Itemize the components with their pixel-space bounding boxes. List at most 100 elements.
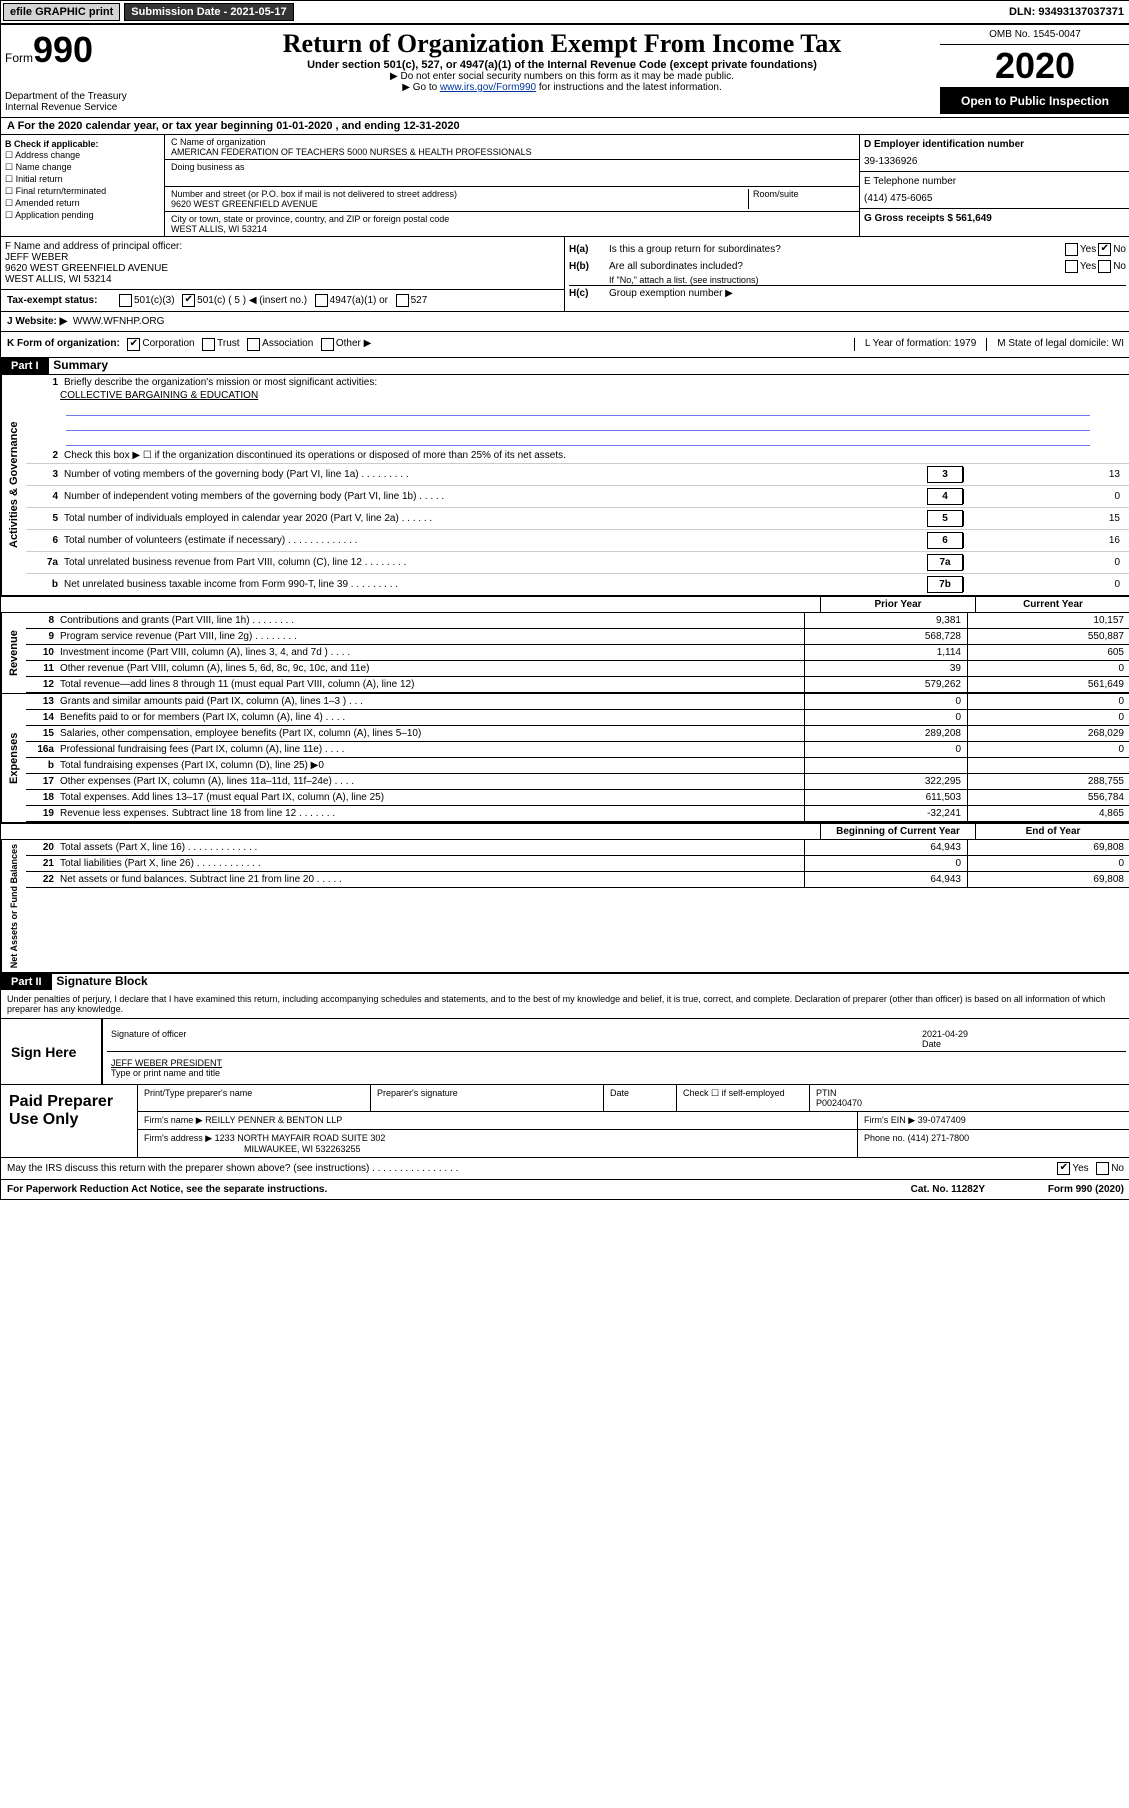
chk-address[interactable]: ☐ Address change <box>5 150 160 161</box>
phone-label: E Telephone number <box>864 176 1126 187</box>
info-grid: B Check if applicable: ☐ Address change … <box>1 135 1129 237</box>
col-c: C Name of organizationAMERICAN FEDERATIO… <box>165 135 860 236</box>
officer-f-label: F Name and address of principal officer: <box>5 241 560 252</box>
chk-trust[interactable] <box>202 338 215 351</box>
line-11-prior: 39 <box>804 661 967 676</box>
chk-amended[interactable]: ☐ Amended return <box>5 198 160 209</box>
chk-4947[interactable] <box>315 294 328 307</box>
ptin-label: PTIN <box>816 1088 837 1098</box>
current-year-hdr: Current Year <box>975 597 1129 612</box>
activities-gov-label: Activities & Governance <box>1 375 26 595</box>
header: Form990 Department of the Treasury Inter… <box>1 25 1129 118</box>
chk-corp[interactable] <box>127 338 140 351</box>
revenue-label: Revenue <box>1 613 26 693</box>
signer-name-label: Type or print name and title <box>111 1068 220 1078</box>
sig-officer-label: Signature of officer <box>111 1029 922 1049</box>
gross-receipts: G Gross receipts $ 561,649 <box>860 209 1129 228</box>
line-6-val: 16 <box>963 533 1126 548</box>
line-21-text: Total liabilities (Part X, line 26) . . … <box>60 856 804 871</box>
year-formation: L Year of formation: 1979 <box>854 338 986 351</box>
line-13-text: Grants and similar amounts paid (Part IX… <box>60 694 804 709</box>
chk-527[interactable] <box>396 294 409 307</box>
h-a-label: H(a) <box>569 244 609 255</box>
line-11-current: 0 <box>967 661 1129 676</box>
expenses-label: Expenses <box>1 694 26 822</box>
row-a-period: A For the 2020 calendar year, or tax yea… <box>1 118 1129 135</box>
h-c-label: H(c) <box>569 288 609 299</box>
name-label: C Name of organization <box>171 137 853 147</box>
line-4-val: 0 <box>963 489 1126 504</box>
chk-final[interactable]: ☐ Final return/terminated <box>5 186 160 197</box>
line-15-current: 268,029 <box>967 726 1129 741</box>
lbl-501c5: 501(c) ( 5 ) ◀ (insert no.) <box>197 295 307 306</box>
discuss-text: May the IRS discuss this return with the… <box>7 1163 1055 1174</box>
chk-501c5[interactable] <box>182 294 195 307</box>
state-domicile: M State of legal domicile: WI <box>986 338 1124 351</box>
form-number: 990 <box>33 29 93 70</box>
submission-date: Submission Date - 2021-05-17 <box>124 3 293 21</box>
chk-other[interactable] <box>321 338 334 351</box>
discuss-yes[interactable] <box>1057 1162 1070 1175</box>
part1-title: Summary <box>51 356 110 374</box>
form-prefix: Form <box>5 51 33 65</box>
prep-sig-label: Preparer's signature <box>371 1085 604 1111</box>
firm-phone: (414) 271-7800 <box>908 1133 970 1143</box>
prior-year-hdr: Prior Year <box>820 597 975 612</box>
ha-no[interactable] <box>1098 243 1111 256</box>
line-20-text: Total assets (Part X, line 16) . . . . .… <box>60 840 804 855</box>
end-year-hdr: End of Year <box>975 824 1129 839</box>
line-17-text: Other expenses (Part IX, column (A), lin… <box>60 774 804 789</box>
line-22-current: 69,808 <box>967 872 1129 887</box>
line-16a-text: Professional fundraising fees (Part IX, … <box>60 742 804 757</box>
firm-ein: 39-0747409 <box>918 1115 966 1125</box>
ptin: P00240470 <box>816 1098 862 1108</box>
part1-hdr: Part I <box>1 358 49 374</box>
line-6-text: Total number of volunteers (estimate if … <box>64 535 927 546</box>
website-label: J Website: ▶ <box>7 316 67 327</box>
ha-yes[interactable] <box>1065 243 1078 256</box>
line-7a-box: 7a <box>927 554 963 571</box>
firm-phone-label: Phone no. <box>864 1133 905 1143</box>
topbar: efile GRAPHIC print Submission Date - 20… <box>1 1 1129 25</box>
city: WEST ALLIS, WI 53214 <box>171 224 853 234</box>
lbl-trust: Trust <box>217 338 239 351</box>
h-b-label: H(b) <box>569 261 609 272</box>
part2-title: Signature Block <box>54 972 149 990</box>
firm-addr-label: Firm's address ▶ <box>144 1133 212 1143</box>
line-b-box: 7b <box>927 576 963 593</box>
website-row: J Website: ▶ WWW.WFNHP.ORG <box>1 312 1129 332</box>
lbl-assoc: Association <box>262 338 313 351</box>
note-link: ▶ Go to www.irs.gov/Form990 for instruct… <box>188 82 936 93</box>
hb-yes[interactable] <box>1065 260 1078 273</box>
irs-link[interactable]: www.irs.gov/Form990 <box>440 82 536 93</box>
line-b-current <box>967 758 1129 773</box>
note2-pre: ▶ Go to <box>402 82 440 93</box>
firm-addr2: MILWAUKEE, WI 532263255 <box>144 1144 361 1154</box>
part2: Part II Signature Block Under penalties … <box>1 972 1129 1179</box>
line1-text: Briefly describe the organization's miss… <box>64 377 1126 388</box>
line-14-text: Benefits paid to or for members (Part IX… <box>60 710 804 725</box>
efile-btn[interactable]: efile GRAPHIC print <box>3 3 120 21</box>
sig-date: 2021-04-29 <box>922 1029 968 1039</box>
no-label: No <box>1111 1163 1124 1174</box>
lbl-4947: 4947(a)(1) or <box>330 295 388 306</box>
firm-ein-label: Firm's EIN ▶ <box>864 1115 915 1125</box>
line-10-text: Investment income (Part VIII, column (A)… <box>60 645 804 660</box>
line-9-current: 550,887 <box>967 629 1129 644</box>
chk-assoc[interactable] <box>247 338 260 351</box>
firm-name: REILLY PENNER & BENTON LLP <box>205 1115 342 1125</box>
line-18-current: 556,784 <box>967 790 1129 805</box>
chk-501c3[interactable] <box>119 294 132 307</box>
chk-initial[interactable]: ☐ Initial return <box>5 174 160 185</box>
chk-name[interactable]: ☐ Name change <box>5 162 160 173</box>
dln: DLN: 93493137037371 <box>1009 6 1128 18</box>
line-14-prior: 0 <box>804 710 967 725</box>
chk-pending[interactable]: ☐ Application pending <box>5 210 160 221</box>
line-22-text: Net assets or fund balances. Subtract li… <box>60 872 804 887</box>
note-ssn: ▶ Do not enter social security numbers o… <box>188 71 936 82</box>
net-assets-label: Net Assets or Fund Balances <box>1 840 26 972</box>
officer-name: JEFF WEBER <box>5 252 560 263</box>
discuss-no[interactable] <box>1096 1162 1109 1175</box>
line-19-prior: -32,241 <box>804 806 967 821</box>
hb-no[interactable] <box>1098 260 1111 273</box>
